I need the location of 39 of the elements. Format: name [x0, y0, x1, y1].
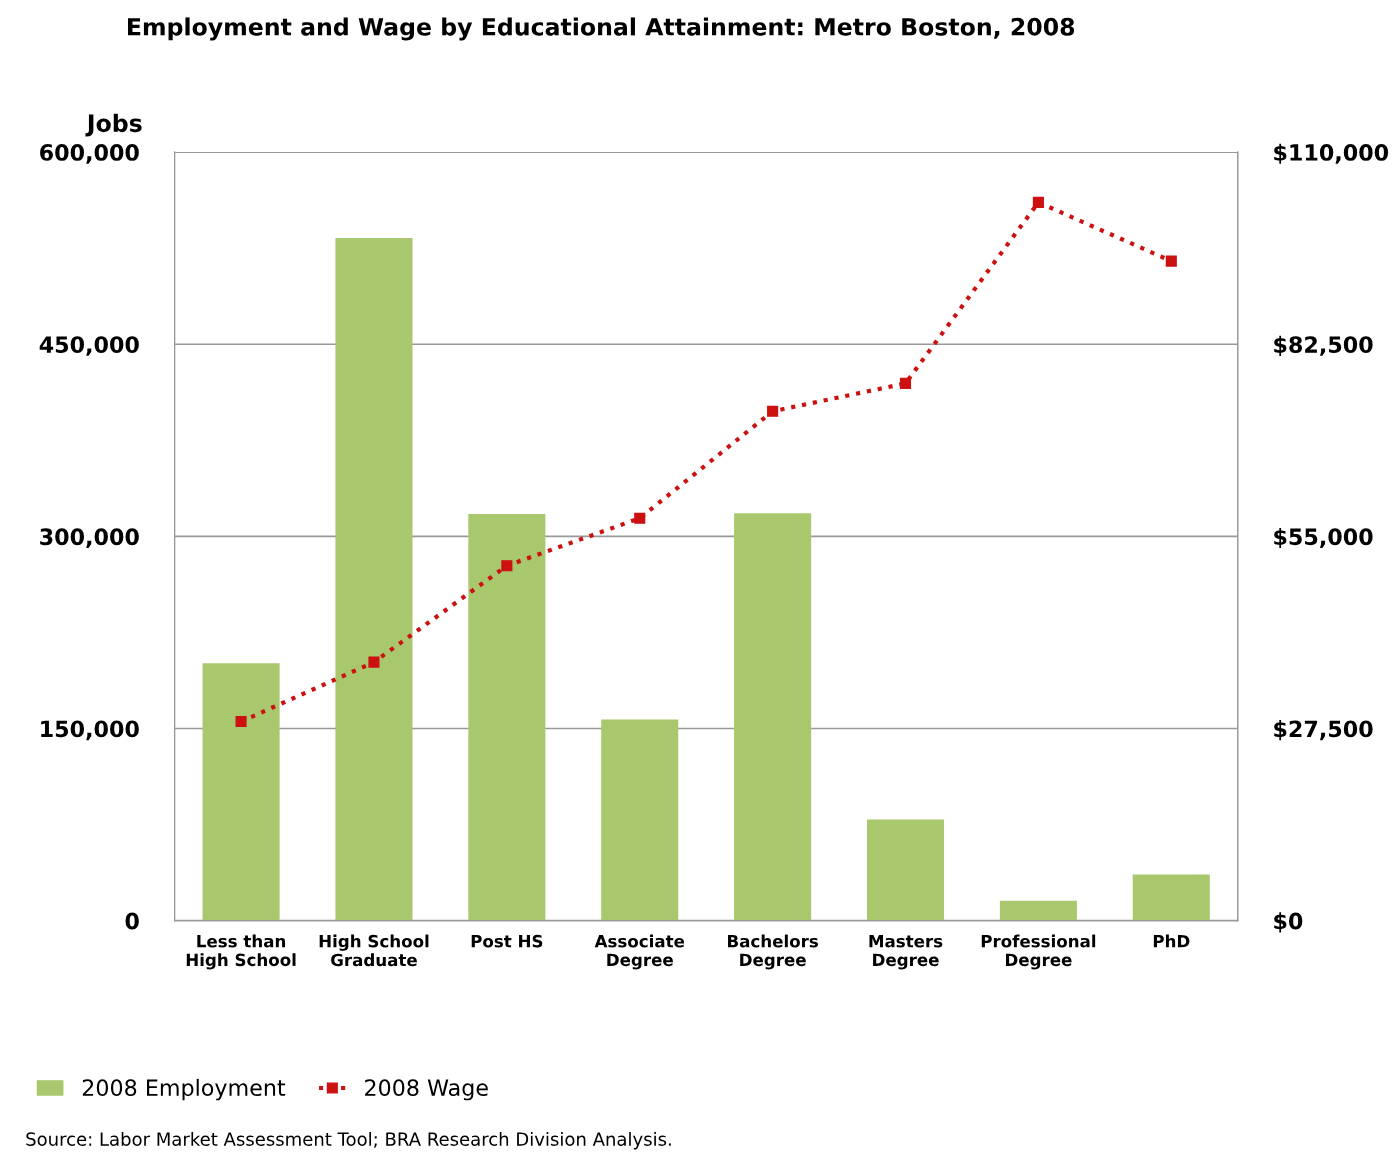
y-tick-label: 0 [125, 912, 139, 930]
point [634, 512, 646, 524]
point [501, 560, 513, 572]
bar [202, 663, 280, 921]
legend-label: 2008 Employment [82, 1078, 286, 1101]
bar [734, 513, 812, 921]
y2-tick-label: $55,000 [1274, 527, 1373, 549]
legend-label: 2008 Wage [365, 1079, 488, 1101]
point [899, 377, 912, 389]
bar [1132, 874, 1210, 921]
chart-title: Employment and Wage by Educational Attainment: Metro Boston, 2008 [128, 17, 1075, 41]
x-tick-label: Less than High School [186, 934, 296, 970]
y-tick-label: 150,000 [41, 720, 139, 741]
point [767, 405, 779, 417]
x-tick-label: PhD [1153, 934, 1190, 948]
bar [866, 819, 945, 921]
y-tick-label: 450,000 [39, 336, 139, 356]
y-tick-label: 600,000 [40, 144, 139, 164]
y2-tick-label: $0 [1274, 912, 1303, 933]
y2-tick-label: $82,500 [1274, 335, 1373, 356]
bar [335, 237, 413, 921]
x-tick-label: Professional Degree [981, 934, 1096, 970]
point [235, 715, 247, 728]
y2-tick-label: $110,000 [1274, 143, 1389, 164]
source-note: Source: Labor Market Assessment Tool; BRA Research Division Analysis. [26, 1131, 671, 1150]
y-axis-title: Jobs [85, 113, 142, 137]
bar [468, 513, 546, 921]
point [1032, 196, 1044, 208]
point [1165, 255, 1177, 267]
bar [999, 900, 1077, 921]
y2-tick-label: $27,500 [1274, 720, 1373, 741]
x-tick-label: Bachelors Degree [728, 934, 818, 970]
x-tick-label: Masters Degree [869, 935, 943, 970]
bar [601, 719, 679, 921]
x-tick-label: Associate Degree [594, 934, 685, 970]
point [368, 656, 380, 668]
x-tick-label: High School Graduate [319, 934, 429, 967]
y-tick-label: 300,000 [40, 528, 139, 548]
x-tick-label: Post HS [471, 934, 543, 948]
